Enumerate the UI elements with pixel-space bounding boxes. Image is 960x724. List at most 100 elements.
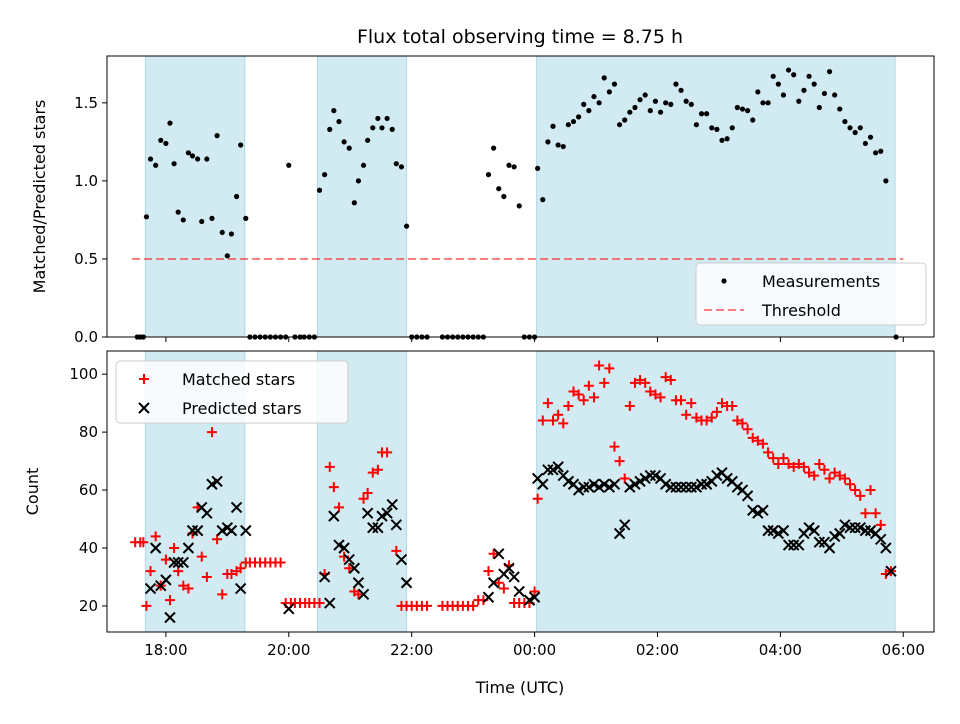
data-point xyxy=(670,481,682,493)
data-point xyxy=(683,98,689,104)
y-tick-label: 60 xyxy=(79,481,98,499)
data-point xyxy=(704,111,710,117)
data-point xyxy=(834,527,846,540)
data-point xyxy=(845,479,856,490)
data-point xyxy=(783,458,794,469)
data-point xyxy=(596,100,602,106)
data-point xyxy=(796,98,802,104)
data-point xyxy=(353,589,364,600)
data-point xyxy=(619,473,630,484)
data-point xyxy=(143,214,150,220)
data-point xyxy=(678,87,684,93)
data-point xyxy=(706,412,717,423)
data-point xyxy=(212,534,223,545)
data-point xyxy=(372,464,383,475)
data-point xyxy=(372,522,384,534)
data-point xyxy=(787,539,800,551)
data-point xyxy=(676,395,687,406)
data-point xyxy=(665,374,676,385)
x-tick-label: 04:00 xyxy=(759,641,802,659)
data-point xyxy=(755,89,761,95)
data-point xyxy=(613,527,626,540)
data-point xyxy=(637,97,643,103)
data-point xyxy=(532,493,543,504)
data-point xyxy=(855,490,866,501)
data-point xyxy=(729,125,735,131)
data-point xyxy=(757,504,769,517)
data-point xyxy=(739,106,746,112)
legend-marker xyxy=(138,402,150,414)
legend-box xyxy=(115,360,349,424)
data-point xyxy=(189,153,196,159)
data-point xyxy=(400,577,413,589)
x-tick-label: 20:00 xyxy=(267,641,310,659)
data-point xyxy=(553,409,564,420)
x-tick-label: 22:00 xyxy=(390,641,433,659)
data-point xyxy=(819,464,830,475)
data-point xyxy=(655,392,666,403)
data-point xyxy=(811,81,817,87)
data-point xyxy=(688,101,694,107)
data-point xyxy=(158,137,164,143)
observing-window-band xyxy=(144,55,246,338)
data-point xyxy=(837,106,843,112)
data-point xyxy=(352,577,365,589)
legend-label: Predicted stars xyxy=(182,399,302,418)
data-point xyxy=(880,542,892,554)
data-point xyxy=(211,475,223,488)
data-point xyxy=(560,143,566,150)
axes-frame xyxy=(106,55,935,338)
y-tick-label: 0.0 xyxy=(74,328,98,346)
data-point xyxy=(711,406,722,417)
legend-entry: Threshold xyxy=(704,301,841,320)
data-point xyxy=(487,577,500,589)
data-point xyxy=(801,87,807,93)
data-point xyxy=(717,398,728,409)
chart-title: Flux total observing time = 8.75 h xyxy=(357,26,683,48)
legend-entry: Predicted stars xyxy=(138,399,302,418)
data-point xyxy=(344,563,355,574)
data-point xyxy=(375,115,381,122)
data-point xyxy=(862,140,868,147)
data-point xyxy=(150,531,161,542)
data-point xyxy=(195,156,201,162)
data-point xyxy=(709,125,715,131)
data-point xyxy=(348,562,361,574)
data-point xyxy=(757,438,768,449)
data-point xyxy=(160,554,171,565)
data-point xyxy=(885,565,897,577)
data-point xyxy=(314,598,325,609)
data-point xyxy=(867,134,874,140)
data-point xyxy=(883,178,889,184)
data-point xyxy=(873,150,879,156)
data-point xyxy=(719,137,725,143)
data-point xyxy=(842,118,848,125)
data-point xyxy=(537,478,549,490)
data-point xyxy=(318,571,331,583)
data-point xyxy=(788,461,799,472)
data-point xyxy=(196,551,207,562)
data-point xyxy=(528,591,541,603)
data-point xyxy=(163,140,169,147)
data-point xyxy=(545,139,551,145)
data-point xyxy=(355,178,362,184)
x-tick-label: 06:00 xyxy=(882,641,925,659)
data-point xyxy=(657,109,664,115)
data-point xyxy=(333,502,344,513)
x-tick-label: 02:00 xyxy=(636,641,679,659)
data-point xyxy=(599,377,610,388)
data-point xyxy=(403,223,410,229)
data-point xyxy=(614,456,625,467)
y-tick-label: 80 xyxy=(79,423,98,441)
data-point xyxy=(147,156,154,162)
data-point xyxy=(763,447,774,458)
data-point xyxy=(238,142,244,148)
ratio-panel: 0.0 0.5 1.0 1.5 Matched/Predicted stars Measu… xyxy=(30,55,935,346)
legend-marker xyxy=(139,374,149,384)
data-point xyxy=(204,156,210,162)
data-point xyxy=(832,92,838,98)
data-point xyxy=(171,161,177,167)
data-point xyxy=(870,508,881,519)
data-point xyxy=(275,557,286,568)
data-point xyxy=(681,409,692,420)
